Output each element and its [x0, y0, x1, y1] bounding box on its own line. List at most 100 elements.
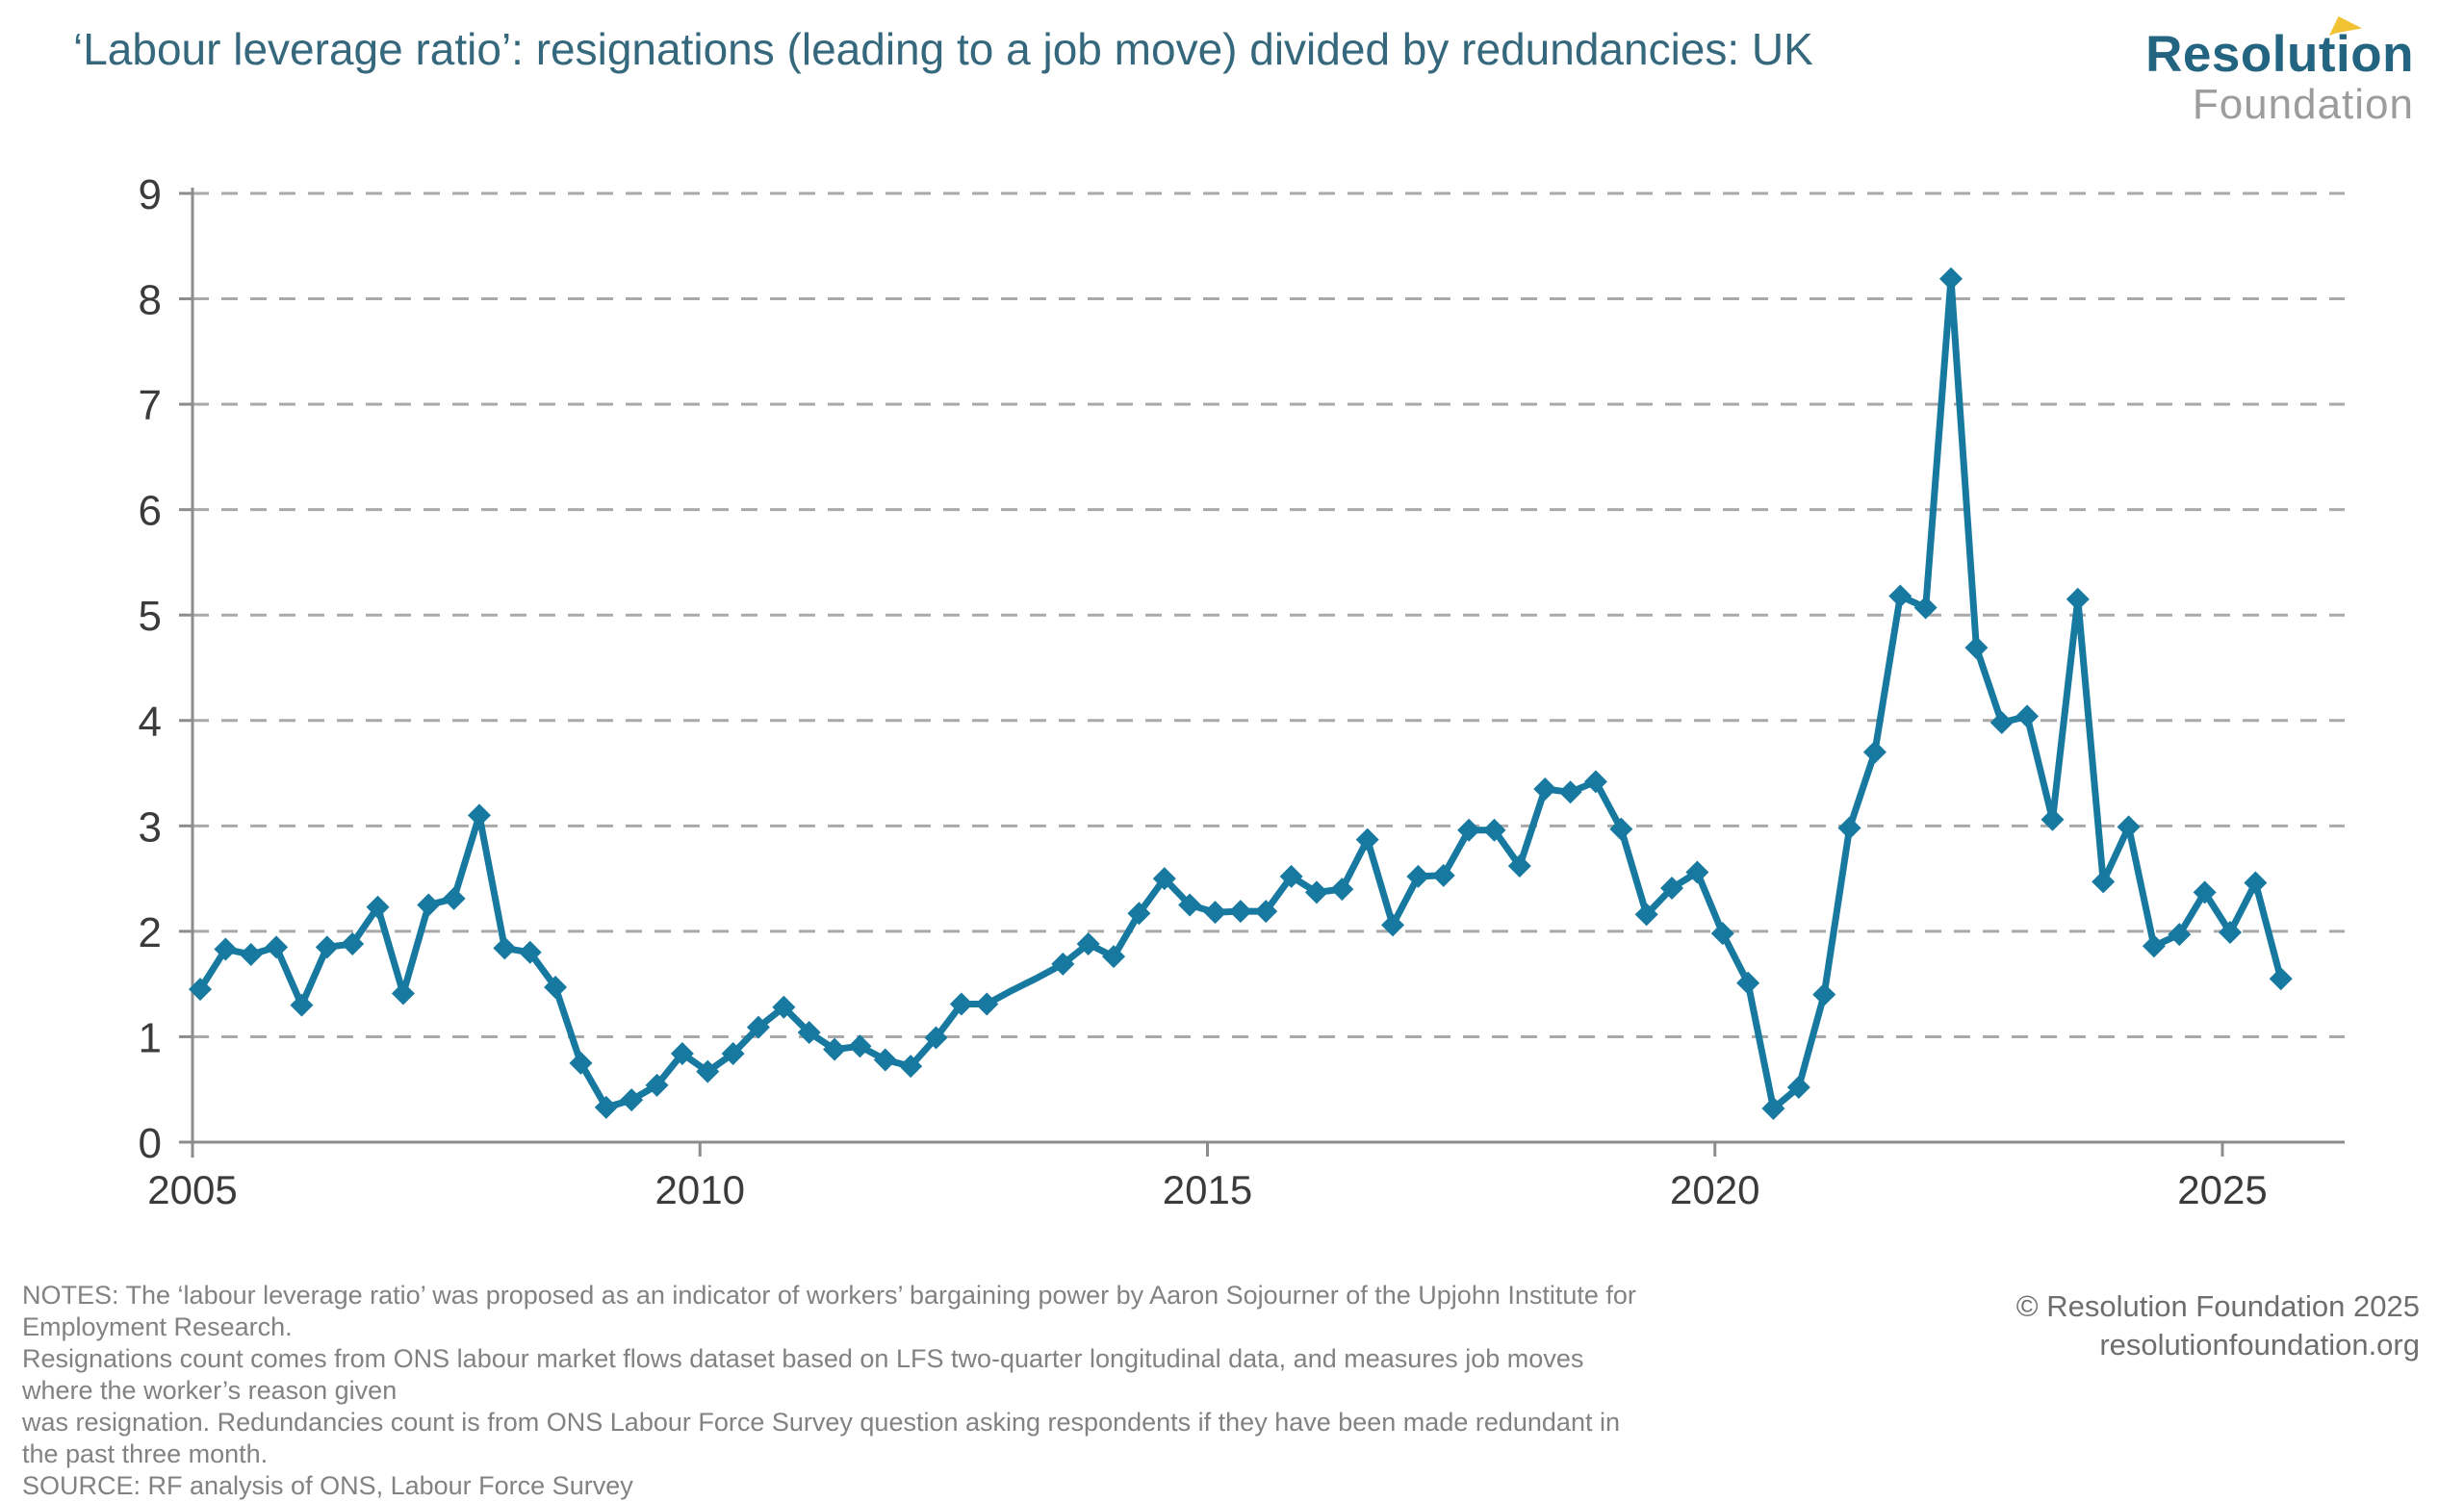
data-point — [366, 895, 390, 919]
data-point — [265, 935, 289, 959]
data-point — [467, 803, 491, 827]
data-point — [2168, 923, 2192, 947]
page-title: ‘Labour leverage ratio’: resignations (l… — [73, 24, 1813, 74]
data-point — [2193, 880, 2217, 904]
y-tick-label: 4 — [139, 699, 162, 746]
data-point — [1837, 816, 1861, 840]
data-point — [1685, 860, 1709, 884]
data-point — [873, 1048, 897, 1072]
data-point — [1634, 903, 1658, 927]
data-point — [1786, 1076, 1810, 1100]
y-tick-label: 1 — [139, 1014, 162, 1061]
data-point — [1862, 740, 1886, 764]
notes-line: NOTES: The ‘labour leverage ratio’ was p… — [22, 1281, 1636, 1341]
data-point — [1939, 267, 1964, 291]
data-point — [1102, 945, 1126, 969]
data-point — [2219, 920, 2242, 944]
data-point — [696, 1059, 720, 1083]
data-point — [341, 932, 365, 956]
data-point — [746, 1015, 770, 1039]
data-point — [315, 935, 339, 959]
data-point — [493, 936, 517, 960]
copyright-text: © Resolution Foundation 2025 — [2015, 1289, 2420, 1323]
data-point — [1482, 818, 1506, 842]
data-point — [2015, 704, 2040, 728]
data-point — [949, 992, 973, 1016]
data-point — [1330, 878, 1354, 902]
data-point — [2244, 871, 2268, 895]
data-point — [1178, 893, 1202, 917]
data-point — [1710, 922, 1734, 946]
data-point — [1507, 853, 1531, 878]
data-point — [823, 1037, 847, 1061]
data-point — [544, 975, 568, 999]
x-tick-label: 2015 — [1163, 1167, 1252, 1212]
data-point — [1660, 876, 1684, 900]
data-point — [1152, 867, 1176, 891]
data-point — [1609, 817, 1633, 841]
data-point — [1888, 584, 1912, 608]
y-tick-label: 6 — [139, 488, 162, 535]
data-point — [772, 995, 796, 1019]
logo-wordmark-foundation: Foundation — [2192, 81, 2414, 128]
data-point — [1381, 913, 1405, 937]
data-point — [1736, 971, 1760, 995]
data-point — [924, 1026, 948, 1050]
x-tick-label: 2025 — [2177, 1167, 2267, 1212]
y-tick-label: 0 — [139, 1120, 162, 1167]
data-point — [417, 893, 441, 917]
data-point — [1203, 901, 1227, 925]
data-point — [645, 1073, 669, 1097]
data-point — [1533, 776, 1557, 801]
resolution-foundation-logo: Resoluti on Foundation — [2145, 16, 2414, 128]
y-tick-label: 3 — [139, 803, 162, 851]
data-point — [2117, 815, 2141, 839]
data-point — [391, 981, 415, 1006]
data-point — [848, 1034, 872, 1058]
data-point — [1913, 596, 1938, 620]
credit-block: © Resolution Foundation 2025 resolutionf… — [2016, 1287, 2420, 1364]
data-point — [1583, 770, 1607, 794]
data-point — [442, 886, 466, 910]
data-point — [518, 940, 542, 964]
data-point — [1457, 818, 1481, 842]
y-tick-label: 7 — [139, 382, 162, 429]
data-point — [2142, 934, 2166, 958]
notes-line: was resignation. Redundancies count is f… — [22, 1408, 1620, 1468]
data-point — [569, 1051, 593, 1075]
data-point — [721, 1041, 745, 1065]
y-tick-label: 8 — [139, 277, 162, 324]
data-point — [1431, 863, 1455, 887]
website-link[interactable]: resolutionfoundation.org — [2099, 1328, 2420, 1362]
data-point — [214, 937, 238, 961]
x-tick-label: 2020 — [1670, 1167, 1759, 1212]
y-tick-label: 5 — [139, 593, 162, 640]
data-point — [1964, 636, 1989, 660]
data-point — [620, 1088, 644, 1112]
chart-notes: NOTES: The ‘labour leverage ratio’ was p… — [22, 1280, 1658, 1502]
data-point — [1127, 902, 1151, 926]
notes-line: Resignations count comes from ONS labour… — [22, 1344, 1584, 1405]
chart-page: { "header": { "title": "\u2018Labour lev… — [22, 16, 2420, 1500]
data-point — [594, 1095, 618, 1119]
y-tick-label: 2 — [139, 909, 162, 956]
line-chart: 0 1 2 3 4 5 6 7 8 9 2005 2010 2015 2020 2025 — [139, 171, 2345, 1212]
data-point — [1051, 952, 1075, 976]
data-point — [1304, 880, 1328, 904]
data-point — [797, 1021, 821, 1045]
data-point — [2092, 870, 2116, 894]
data-point — [1761, 1096, 1785, 1120]
data-point — [1254, 900, 1278, 924]
data-point — [2040, 807, 2065, 831]
data-point — [1279, 864, 1303, 888]
data-point — [2066, 587, 2090, 611]
data-point — [975, 992, 999, 1016]
data-point — [670, 1041, 694, 1065]
data-point — [899, 1055, 923, 1079]
x-tick-label: 2005 — [147, 1167, 237, 1212]
data-point — [1076, 932, 1100, 956]
data-point — [239, 942, 263, 966]
y-tick-label: 9 — [139, 171, 162, 218]
notes-source-line: SOURCE: RF analysis of ONS, Labour Force… — [22, 1471, 633, 1500]
data-point — [1812, 982, 1836, 1006]
